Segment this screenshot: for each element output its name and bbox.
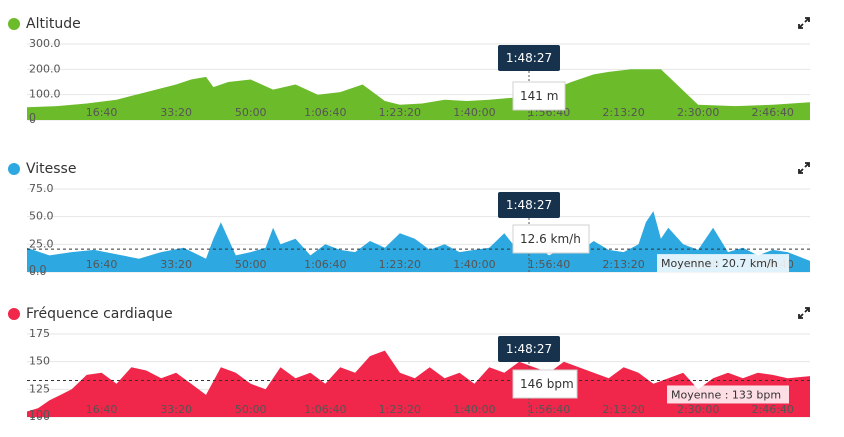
expand-icon[interactable] (798, 17, 810, 29)
x-tick-label: 2:30:00 (677, 403, 719, 416)
vitesse-chart: 75.050.025.00.00.016:4033:2050:001:06:40… (27, 182, 810, 278)
value-tooltip: 12.6 km/h (520, 232, 581, 246)
x-tick-label: 1:56:40 (528, 403, 570, 416)
y-tick-label: 200.0 (29, 62, 61, 75)
y-tick-label: 300.0 (29, 37, 61, 50)
y-tick-label: 100 (29, 408, 50, 421)
vitesse-panel: Vitesse 75.050.025.00.00.016:4033:2050:0… (0, 145, 844, 290)
x-tick-label: 1:06:40 (304, 403, 346, 416)
x-tick-label: 33:20 (160, 106, 192, 119)
x-tick-label: 2:46:40 (752, 403, 794, 416)
y-tick-label: 50.0 (29, 210, 54, 223)
cursor-time-label: 1:48:27 (506, 342, 552, 356)
altitude-panel: Altitude 300.0200.0100.00016:4033:2050:0… (0, 0, 844, 140)
cursor-time-box (498, 192, 560, 218)
frequence-chart: 17515012510010016:4033:2050:001:06:401:2… (27, 327, 810, 423)
y-tick-label: 25.0 (29, 237, 54, 250)
cursor-time-label: 1:48:27 (506, 198, 552, 212)
average-label-bg (667, 385, 789, 404)
value-tooltip-box (512, 369, 578, 399)
vitesse-title[interactable]: Vitesse (26, 161, 77, 177)
x-tick-label: 33:20 (160, 258, 192, 271)
x-tick-label: 2:13:20 (602, 258, 644, 271)
cursor-time-box (498, 336, 560, 362)
average-label: Moyenne : 20.7 km/h (661, 257, 778, 270)
y-tick-label: 175 (29, 327, 50, 340)
y-tick-label: 0 (29, 111, 36, 124)
value-tooltip-box (512, 224, 590, 254)
x-tick-label: 50:00 (235, 106, 267, 119)
vitesse-legend-dot[interactable] (8, 163, 20, 175)
x-tick-label: 1:40:00 (453, 106, 495, 119)
frequence-title-row: Fréquence cardiaque (8, 304, 173, 324)
value-tooltip-box (512, 81, 566, 111)
series-area (27, 350, 810, 417)
expand-icon[interactable] (798, 307, 810, 319)
x-tick-label: 16:40 (86, 106, 118, 119)
value-tooltip: 146 bpm (520, 377, 574, 391)
cursor-time-label: 1:48:27 (506, 51, 552, 65)
x-tick-label: 1:06:40 (304, 258, 346, 271)
x-tick-label: 1:06:40 (304, 106, 346, 119)
y-tick-label: 125 (29, 382, 50, 395)
altitude-title[interactable]: Altitude (26, 16, 81, 32)
x-tick-label: 1:23:20 (379, 403, 421, 416)
x-tick-label: 50:00 (235, 258, 267, 271)
vitesse-title-row: Vitesse (8, 159, 76, 179)
x-tick-label: 50:00 (235, 403, 267, 416)
y-tick-label: 75.0 (29, 182, 54, 195)
altitude-title-row: Altitude (8, 14, 81, 34)
y-tick-label: 0.0 (29, 263, 47, 276)
x-tick-label: 1:40:00 (453, 403, 495, 416)
x-tick-label: 1:23:20 (379, 258, 421, 271)
x-tick-label: 16:40 (86, 258, 118, 271)
x-tick-label: 2:13:20 (602, 106, 644, 119)
series-area (27, 211, 810, 272)
altitude-chart: 300.0200.0100.00016:4033:2050:001:06:401… (27, 37, 810, 126)
x-tick-label: 2:30:00 (677, 106, 719, 119)
x-tick-label: 33:20 (160, 403, 192, 416)
expand-icon[interactable] (798, 162, 810, 174)
value-tooltip: 141 m (520, 89, 558, 103)
x-tick-label: 2:46:40 (752, 106, 794, 119)
cursor-time-box (498, 45, 560, 71)
y-tick-label: 150 (29, 355, 50, 368)
x-tick-label: 2:13:20 (602, 403, 644, 416)
x-tick-label: 1:40:00 (453, 258, 495, 271)
x-tick-label: 16:40 (86, 403, 118, 416)
frequence-panel: Fréquence cardiaque 17515012510010016:40… (0, 290, 844, 437)
series-area (27, 69, 810, 120)
frequence-title[interactable]: Fréquence cardiaque (26, 306, 173, 322)
altitude-legend-dot[interactable] (8, 18, 20, 30)
x-tick-label: 1:56:40 (528, 258, 570, 271)
frequence-legend-dot[interactable] (8, 308, 20, 320)
average-label: Moyenne : 133 bpm (671, 388, 781, 401)
x-tick-label: 1:23:20 (379, 106, 421, 119)
y-tick-label: 100.0 (29, 88, 61, 101)
average-label-bg (657, 254, 789, 273)
